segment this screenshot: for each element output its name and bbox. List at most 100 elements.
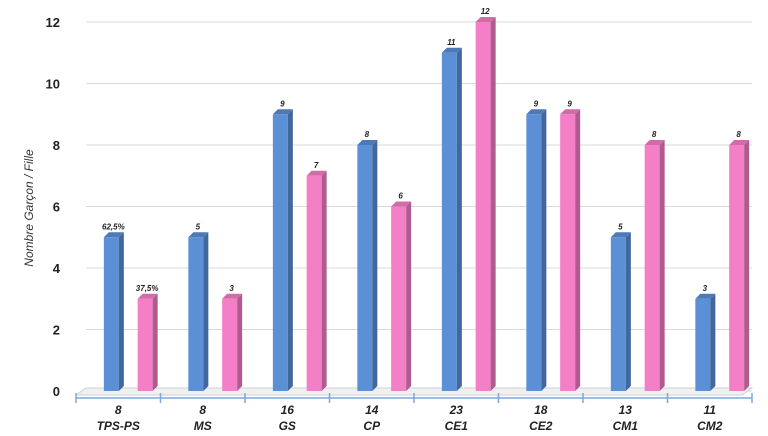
bar-side [625, 232, 631, 391]
bar-fille [560, 109, 581, 391]
bar-side [710, 293, 716, 391]
y-tick-label: 0 [53, 384, 60, 399]
bar-front [391, 206, 407, 391]
category-total: 8 [199, 403, 206, 417]
bar-top [695, 293, 716, 299]
category-total: 8 [115, 403, 122, 417]
category-name: GS [279, 419, 296, 433]
bar-side [406, 201, 412, 391]
bar-side [152, 293, 158, 391]
data-labels: 62,5% 37,5% 5 3 9 7 8 6 11 12 9 9 5 8 3 8 [102, 7, 741, 293]
data-label: 8 [736, 130, 741, 139]
category-name: CE2 [529, 419, 553, 433]
bar-side [203, 232, 209, 391]
y-tick-label: 8 [53, 138, 60, 153]
bar-garcon [695, 293, 716, 391]
y-tick-label: 2 [53, 323, 60, 338]
data-label: 12 [481, 7, 490, 16]
category-total: 23 [449, 403, 464, 417]
bar-fille [222, 293, 243, 391]
bar-top [272, 109, 293, 115]
bar-front [729, 145, 745, 391]
data-label: 7 [314, 161, 319, 170]
bar-front [306, 175, 322, 391]
y-tick-label: 6 [53, 200, 60, 215]
data-label: 6 [398, 192, 403, 201]
bar-garcon [272, 109, 293, 391]
data-label: 11 [447, 38, 456, 47]
bar-top [103, 232, 124, 238]
bar-front [526, 114, 542, 391]
y-tick-label: 12 [46, 15, 60, 30]
y-tick-label: 4 [53, 261, 61, 276]
data-label: 8 [365, 130, 370, 139]
category-name: CM2 [697, 419, 723, 433]
bar-front [188, 237, 204, 391]
category-total: 18 [534, 403, 548, 417]
bar-top [610, 232, 631, 238]
bar-top [644, 140, 665, 145]
bar-front [560, 114, 576, 391]
data-label: 3 [703, 284, 708, 293]
category-labels: 8 TPS-PS 8 MS 16 GS 14 CP 23 CE1 18 CE2 13 CM1 11 CM2 [97, 403, 723, 433]
bar-garcon [610, 232, 631, 391]
bar-top [729, 140, 750, 145]
category-name: CP [363, 419, 381, 433]
bar-top [560, 109, 581, 115]
category-name: TPS-PS [97, 419, 140, 433]
bar-fille [306, 170, 327, 391]
data-label: 5 [196, 222, 201, 231]
data-label: 5 [618, 222, 623, 231]
bar-fille [729, 140, 750, 391]
bar-front [222, 298, 238, 391]
bar-top [391, 201, 412, 207]
data-label: 37,5% [136, 284, 159, 293]
y-axis-label: Nombre Garçon / Fille [22, 149, 36, 267]
bar-garcon [526, 109, 547, 391]
bars [103, 17, 750, 391]
bar-side [456, 47, 462, 391]
bar-front [357, 145, 373, 391]
bar-front [644, 145, 660, 391]
bar-top [475, 17, 496, 22]
bar-front [610, 237, 626, 391]
bar-side [118, 232, 124, 391]
data-label: 8 [652, 130, 657, 139]
data-label: 62,5% [102, 222, 125, 231]
data-label: 9 [280, 99, 285, 108]
bar-top [357, 140, 378, 145]
bar-top [526, 109, 547, 115]
y-tick-labels: 0 2 4 6 8 10 12 [46, 15, 61, 399]
bar-side [541, 109, 547, 391]
category-total: 14 [365, 403, 379, 417]
bar-garcon [357, 140, 378, 391]
data-label: 9 [534, 99, 539, 108]
category-total: 13 [619, 403, 633, 417]
y-tick-label: 10 [46, 77, 60, 92]
category-name: CE1 [445, 419, 469, 433]
data-label: 9 [567, 99, 572, 108]
bar-garcon [441, 47, 462, 391]
bar-fille [391, 201, 412, 391]
bar-front [475, 22, 491, 391]
category-total: 16 [281, 403, 295, 417]
x-axis [75, 393, 753, 403]
bar-fille [475, 17, 496, 391]
bar-garcon [188, 232, 209, 391]
bar-side [744, 140, 750, 391]
bar-top [222, 293, 243, 299]
bar-garcon [103, 232, 124, 391]
bar-top [137, 293, 158, 299]
bar-top [306, 170, 327, 176]
category-total: 11 [704, 403, 717, 417]
bar-side [287, 109, 293, 391]
bar-front [695, 298, 711, 391]
bar-front [441, 52, 457, 391]
bar-side [237, 293, 243, 391]
category-name: MS [194, 419, 212, 433]
category-name: CM1 [613, 419, 639, 433]
bar-front [103, 237, 119, 391]
bar-fille [644, 140, 665, 391]
bar-fille [137, 293, 158, 391]
